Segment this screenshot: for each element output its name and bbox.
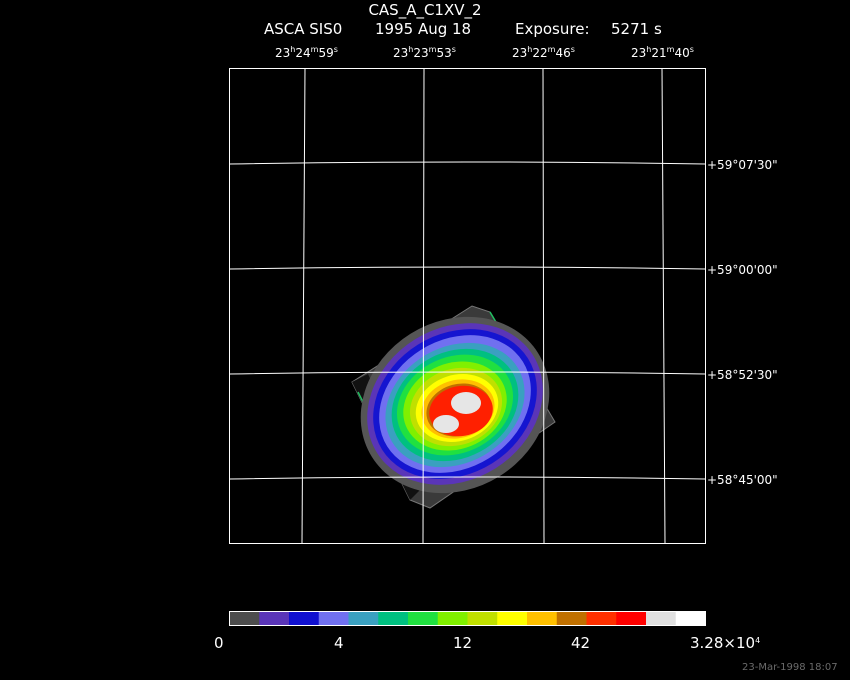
colorbar-label-1: 0 [214,634,224,652]
dec-label-2: +59°00'00" [707,263,778,277]
colorbar-segment [497,611,528,626]
instrument-label: ASCA SIS0 [264,20,343,38]
colorbar-segment [527,611,558,626]
colorbar-segment [408,611,439,626]
colorbar-label-2: 4 [334,634,344,652]
ra-label-1: 23h24m59s [275,45,338,60]
ra-label-4: 23h21m40s [631,45,694,60]
core-white-lower [433,415,459,433]
colorbar-segment [675,611,706,626]
colorbar-segment [259,611,290,626]
dec-grid-line-2 [228,266,706,270]
colorbar [229,611,706,626]
colorbar-segment [437,611,468,626]
coordinate-grid [228,67,706,544]
colorbar-label-4: 42 [571,634,591,652]
dec-label-4: +58°45'00" [707,473,778,487]
ra-grid-line-1 [301,67,306,544]
dec-grid-line-4 [228,476,706,480]
ra-grid-line-3 [542,67,545,544]
image-title: CAS_A_C1XV_2 [368,1,482,19]
core-white-upper [451,392,481,414]
exposure-value: 5271 s [611,20,662,38]
colorbar-segment [586,611,617,626]
ra-label-2: 23h23m53s [393,45,456,60]
plot-frame [229,68,706,544]
xray-detector-image [351,305,556,509]
colorbar-segment [616,611,647,626]
colorbar-segment [318,611,349,626]
dec-label-1: +59°07'30" [707,158,778,172]
colorbar-segment [378,611,409,626]
colorbar-segment [646,611,677,626]
exposure-label: Exposure: [515,20,590,38]
ra-grid-line-2 [422,67,425,544]
dec-grid-line-3 [228,371,706,375]
colorbar-max-label: 3.28×104 [690,634,761,652]
colorbar-label-3: 12 [453,634,473,652]
colorbar-segment [467,611,498,626]
observation-date: 1995 Aug 18 [375,20,472,38]
dec-grid-line-1 [228,161,706,165]
colorbar-segment [229,611,260,626]
image-subtitle: ASCA SIS0 1995 Aug 18 Exposure: 5271 s [0,22,850,40]
timestamp: 23-Mar-1998 18:07 [742,662,838,673]
colorbar-segment [556,611,587,626]
ra-label-3: 23h22m46s [512,45,575,60]
dec-label-3: +58°52'30" [707,368,778,382]
ra-grid-line-4 [661,67,666,544]
colorbar-frame [229,611,706,626]
colorbar-segment [289,611,320,626]
colorbar-segment [348,611,379,626]
